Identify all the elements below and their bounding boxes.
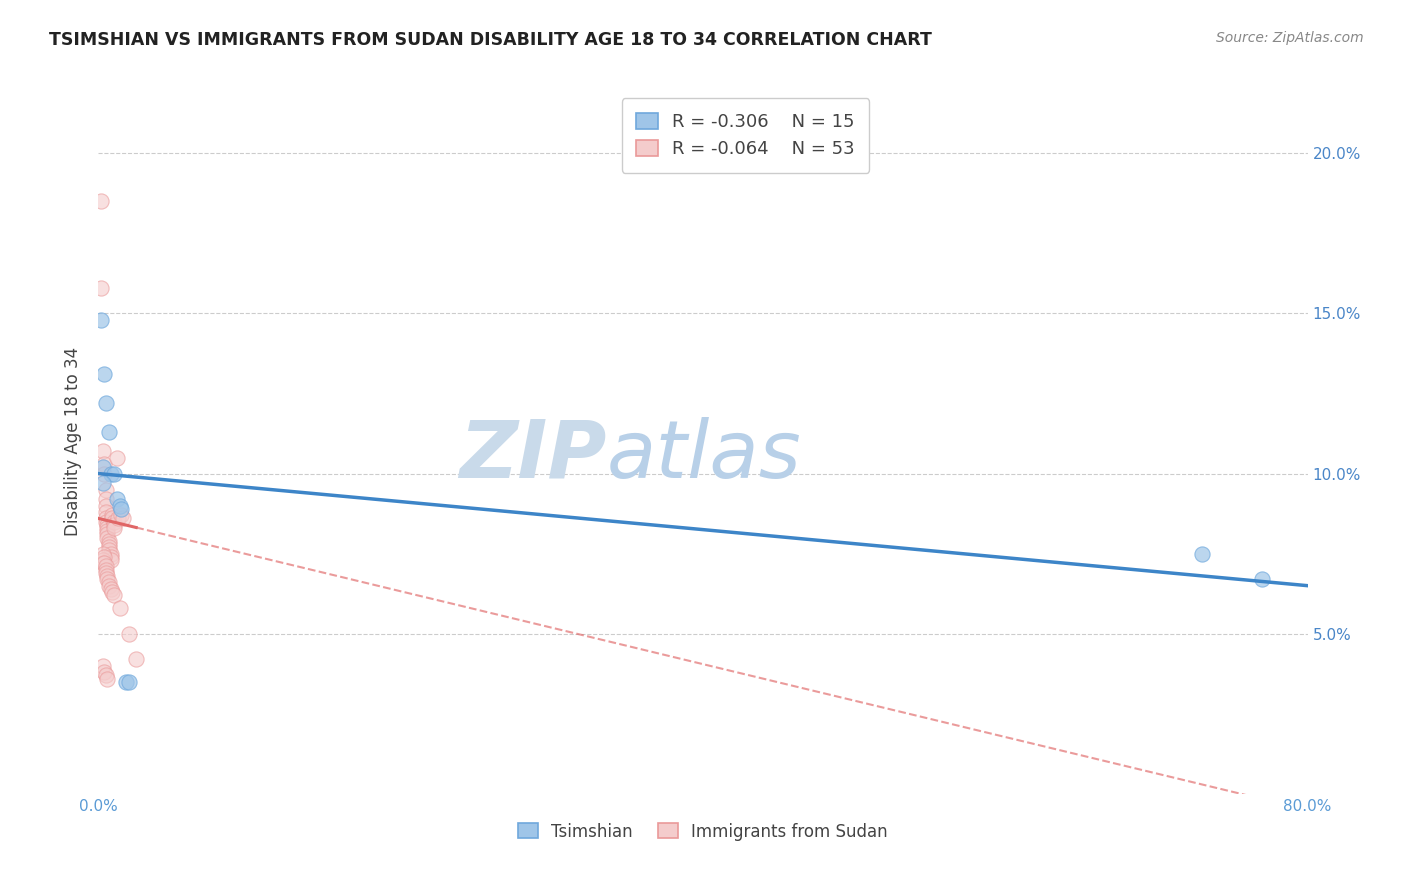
- Point: [90, 194, 112, 209]
- Point: [91, 556, 114, 570]
- Point: [96, 517, 118, 532]
- Point: [94, 515, 117, 529]
- Point: [98, 537, 121, 551]
- Point: [103, 517, 125, 532]
- Point: [103, 467, 125, 481]
- Point: [93, 467, 115, 481]
- Point: [96, 572, 118, 586]
- Point: [100, 582, 122, 596]
- Point: [91, 547, 114, 561]
- Point: [103, 521, 125, 535]
- Point: [103, 515, 125, 529]
- Point: [118, 674, 141, 689]
- Point: [107, 511, 129, 525]
- Point: [96, 531, 118, 545]
- Y-axis label: Disability Age 18 to 34: Disability Age 18 to 34: [65, 347, 83, 536]
- Point: [96, 527, 118, 541]
- Point: [90, 281, 112, 295]
- Point: [93, 556, 115, 570]
- Point: [100, 547, 122, 561]
- Text: atlas: atlas: [606, 417, 801, 495]
- Point: [90, 313, 112, 327]
- Point: [98, 533, 121, 548]
- Point: [93, 549, 115, 564]
- Point: [101, 511, 124, 525]
- Point: [94, 505, 117, 519]
- Point: [114, 674, 136, 689]
- Point: [91, 444, 114, 458]
- Point: [94, 499, 117, 513]
- Point: [94, 559, 117, 574]
- Point: [94, 483, 117, 497]
- Point: [93, 368, 115, 382]
- Point: [91, 658, 114, 673]
- Text: ZIP: ZIP: [458, 417, 606, 495]
- Point: [91, 476, 114, 491]
- Point: [98, 540, 121, 554]
- Point: [91, 460, 114, 475]
- Point: [94, 492, 117, 507]
- Text: TSIMSHIAN VS IMMIGRANTS FROM SUDAN DISABILITY AGE 18 TO 34 CORRELATION CHART: TSIMSHIAN VS IMMIGRANTS FROM SUDAN DISAB…: [49, 31, 932, 49]
- Point: [1191, 547, 1213, 561]
- Point: [101, 585, 124, 599]
- Point: [1251, 572, 1274, 586]
- Point: [98, 425, 121, 439]
- Point: [94, 511, 117, 525]
- Point: [105, 492, 128, 507]
- Point: [111, 511, 134, 525]
- Point: [125, 652, 148, 666]
- Point: [96, 521, 118, 535]
- Legend: Tsimshian, Immigrants from Sudan: Tsimshian, Immigrants from Sudan: [510, 814, 896, 849]
- Point: [93, 665, 115, 680]
- Text: Source: ZipAtlas.com: Source: ZipAtlas.com: [1216, 31, 1364, 45]
- Point: [98, 575, 121, 590]
- Point: [94, 668, 117, 682]
- Point: [100, 553, 122, 567]
- Point: [110, 508, 132, 523]
- Point: [93, 457, 115, 471]
- Point: [110, 501, 132, 516]
- Point: [118, 626, 141, 640]
- Point: [98, 543, 121, 558]
- Point: [101, 508, 124, 523]
- Point: [94, 396, 117, 410]
- Point: [94, 563, 117, 577]
- Point: [96, 569, 118, 583]
- Point: [94, 566, 117, 580]
- Point: [103, 588, 125, 602]
- Point: [91, 553, 114, 567]
- Point: [100, 467, 122, 481]
- Point: [108, 499, 131, 513]
- Point: [108, 601, 131, 615]
- Point: [105, 450, 128, 465]
- Point: [96, 672, 118, 686]
- Point: [96, 524, 118, 539]
- Point: [100, 549, 122, 564]
- Point: [98, 579, 121, 593]
